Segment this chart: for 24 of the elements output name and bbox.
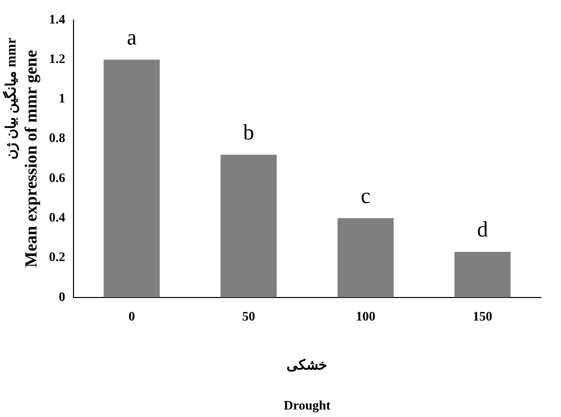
annotation: d xyxy=(477,216,488,242)
y-tick-label: 1.2 xyxy=(49,50,66,66)
y-tick-label: 0.8 xyxy=(49,130,66,146)
bar xyxy=(104,60,160,298)
y-tick-label: 0.2 xyxy=(49,249,66,264)
x-tick-label: 50 xyxy=(242,308,256,324)
text: میانگین بیان ژن mmr xyxy=(2,38,20,160)
x-tick-label: 150 xyxy=(472,308,492,324)
y-tick-label: 1 xyxy=(58,90,66,106)
y-tick-label: 0.6 xyxy=(49,170,66,185)
y-tick-label: 1.4 xyxy=(49,11,66,26)
y-tick-label: 0 xyxy=(58,288,66,304)
x-tick-label: 0 xyxy=(128,308,135,324)
bar xyxy=(454,252,511,298)
annotation: b xyxy=(243,120,254,145)
text: Drought xyxy=(284,397,332,412)
annotation: c xyxy=(360,182,371,208)
y-tick-label: 0.4 xyxy=(49,210,66,224)
x-tick-label: 100 xyxy=(356,308,376,324)
bar xyxy=(338,218,394,298)
bar xyxy=(220,154,277,298)
y-axis-title: Mean expression of mmr gene xyxy=(21,50,40,268)
annotation: a xyxy=(126,24,137,50)
x-axis-title: خشکی xyxy=(286,358,328,374)
